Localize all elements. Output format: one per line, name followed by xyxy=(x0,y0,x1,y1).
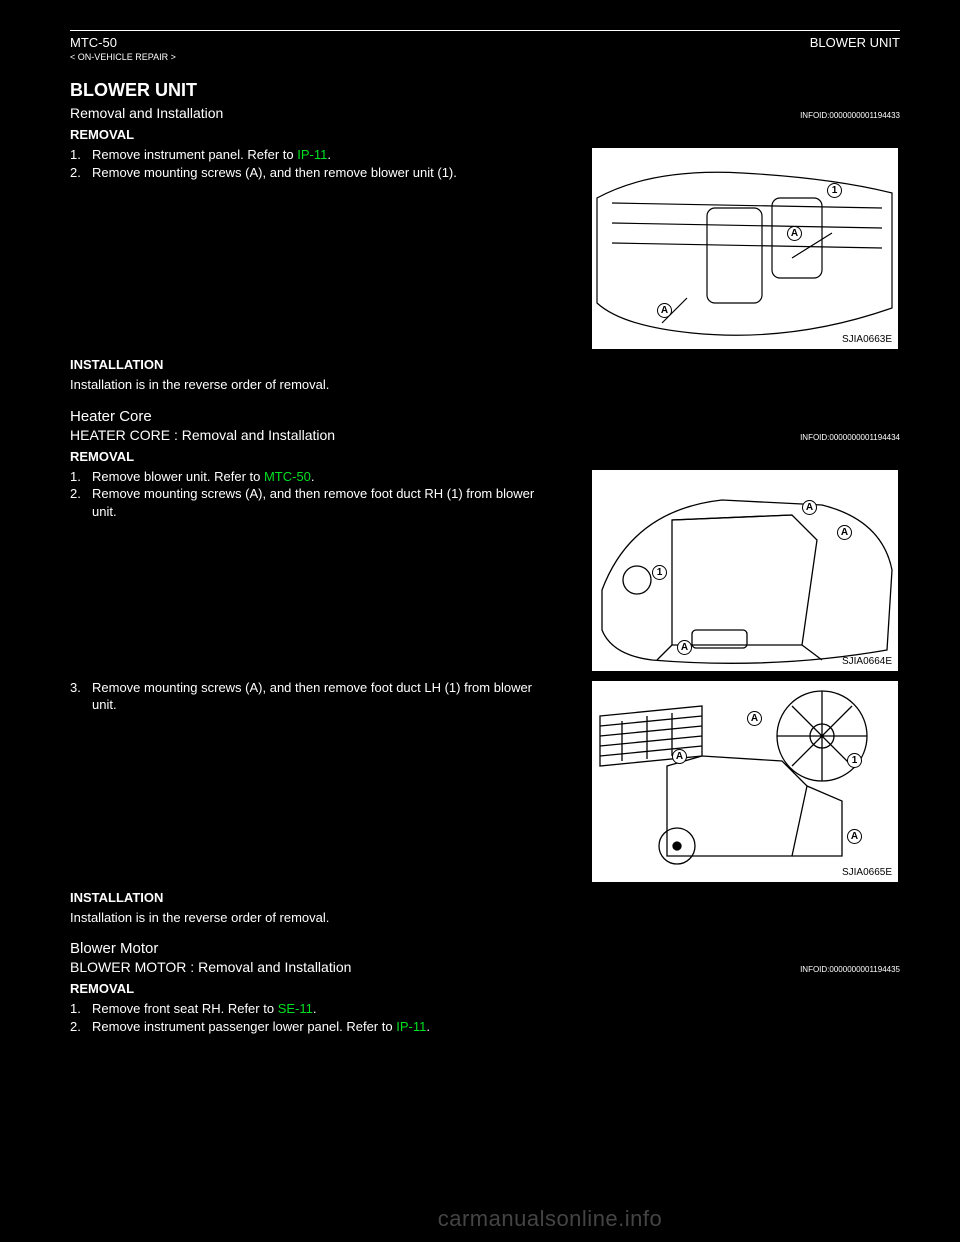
blower-motor-steps: 1. Remove front seat RH. Refer to SE-11.… xyxy=(70,1000,900,1035)
heater-removal-row2: 3. Remove mounting screws (A), and then … xyxy=(70,679,900,884)
step: 2. Remove mounting screws (A), and then … xyxy=(70,485,550,520)
watermark: carmanualsonline.info xyxy=(70,1206,960,1232)
step-text: Remove mounting screws (A), and then rem… xyxy=(92,164,457,182)
ri-code: INFOID:0000000001194434 xyxy=(800,433,900,442)
step: 3. Remove mounting screws (A), and then … xyxy=(70,679,550,714)
ri-code: INFOID:0000000001194433 xyxy=(800,111,900,120)
ri-label: BLOWER MOTOR : Removal and Installation xyxy=(70,959,351,975)
blower-motor-ri: BLOWER MOTOR : Removal and Installation … xyxy=(70,959,900,975)
step-num: 2. xyxy=(70,164,92,182)
installation-label: INSTALLATION xyxy=(70,357,900,372)
blower-removal-row: 1. Remove instrument panel. Refer to IP-… xyxy=(70,146,900,351)
header-title: BLOWER UNIT xyxy=(810,35,900,50)
heater-removal-step3: 3. Remove mounting screws (A), and then … xyxy=(70,679,550,714)
step-num: 1. xyxy=(70,146,92,164)
step-text: Remove instrument passenger lower panel.… xyxy=(92,1018,430,1036)
step-num: 2. xyxy=(70,485,92,520)
ri-label: Removal and Installation xyxy=(70,105,223,121)
ri-code: INFOID:0000000001194435 xyxy=(800,965,900,974)
link-ip11-b[interactable]: IP-11 xyxy=(396,1019,426,1034)
figure-1: 1 A A SJIA0663E xyxy=(590,146,900,351)
step: 1. Remove front seat RH. Refer to SE-11. xyxy=(70,1000,900,1018)
heater-removal-steps: 1. Remove blower unit. Refer to MTC-50. … xyxy=(70,468,550,521)
page-code: MTC-50 xyxy=(70,35,117,50)
installation-label: INSTALLATION xyxy=(70,890,900,905)
step-num: 3. xyxy=(70,679,92,714)
step-text: Remove front seat RH. Refer to SE-11. xyxy=(92,1000,316,1018)
heater-core-title: Heater Core xyxy=(70,408,900,425)
removal-label: REMOVAL xyxy=(70,127,900,142)
link-mtc50[interactable]: MTC-50 xyxy=(264,469,311,484)
blower-removal-steps: 1. Remove instrument panel. Refer to IP-… xyxy=(70,146,550,181)
header-line: MTC-50 BLOWER UNIT xyxy=(70,35,900,50)
heater-removal-row1: 1. Remove blower unit. Refer to MTC-50. … xyxy=(70,468,900,673)
installation-text: Installation is in the reverse order of … xyxy=(70,376,900,394)
blower-motor-title: Blower Motor xyxy=(70,940,900,957)
link-ip11[interactable]: IP-11 xyxy=(297,147,327,162)
step: 1. Remove blower unit. Refer to MTC-50. xyxy=(70,468,550,486)
removal-label: REMOVAL xyxy=(70,449,900,464)
step-text: Remove blower unit. Refer to MTC-50. xyxy=(92,468,315,486)
step-num: 2. xyxy=(70,1018,92,1036)
step: 2. Remove instrument passenger lower pan… xyxy=(70,1018,900,1036)
ri-label: HEATER CORE : Removal and Installation xyxy=(70,427,335,443)
step-text: Remove mounting screws (A), and then rem… xyxy=(92,679,550,714)
step-text: Remove instrument panel. Refer to IP-11. xyxy=(92,146,331,164)
heater-core-ri: HEATER CORE : Removal and Installation I… xyxy=(70,427,900,443)
manual-page: MTC-50 BLOWER UNIT < ON-VEHICLE REPAIR >… xyxy=(0,0,960,1242)
section-blower-unit-title: BLOWER UNIT xyxy=(70,80,900,101)
step: 1. Remove instrument panel. Refer to IP-… xyxy=(70,146,550,164)
figure-3: A A A 1 SJIA0665E xyxy=(590,679,900,884)
fig-id: SJIA0664E xyxy=(842,656,892,667)
removal-label: REMOVAL xyxy=(70,981,900,996)
installation-text: Installation is in the reverse order of … xyxy=(70,909,900,927)
header-rule xyxy=(70,30,900,31)
step-num: 1. xyxy=(70,468,92,486)
figure-2: A A A 1 SJIA0664E xyxy=(590,468,900,673)
link-se11[interactable]: SE-11 xyxy=(278,1001,313,1016)
step-num: 1. xyxy=(70,1000,92,1018)
header-sub: < ON-VEHICLE REPAIR > xyxy=(70,52,900,62)
fig-id: SJIA0665E xyxy=(842,867,892,878)
step-text: Remove mounting screws (A), and then rem… xyxy=(92,485,550,520)
fig-id: SJIA0663E xyxy=(842,334,892,345)
step: 2. Remove mounting screws (A), and then … xyxy=(70,164,550,182)
blower-unit-ri: Removal and Installation INFOID:00000000… xyxy=(70,105,900,121)
